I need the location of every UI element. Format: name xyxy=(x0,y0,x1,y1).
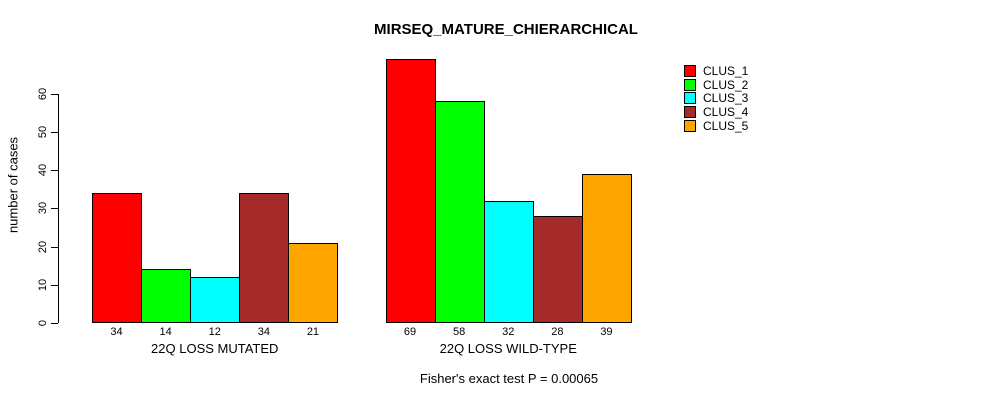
bar-value-label: 34 xyxy=(110,326,123,338)
y-axis-tick xyxy=(51,170,58,171)
group-label: 22Q LOSS MUTATED xyxy=(151,341,279,356)
bar-value-label: 14 xyxy=(159,326,172,338)
y-axis-tick xyxy=(51,208,58,210)
bar-clus_4 xyxy=(239,192,289,323)
legend-swatch-clus_4 xyxy=(684,105,696,118)
bar-clus_5 xyxy=(288,242,338,323)
bar-value-label: 39 xyxy=(600,326,613,338)
bar-clus_3 xyxy=(484,200,534,323)
legend-label: CLUS_2 xyxy=(703,77,749,92)
bar-clus_1 xyxy=(386,59,436,324)
legend-item: CLUS_2 xyxy=(684,78,748,92)
chart-title: MIRSEQ_MATURE_CHIERARCHICAL xyxy=(374,21,638,38)
legend-swatch-clus_3 xyxy=(684,92,696,105)
y-axis-tick xyxy=(51,93,58,95)
legend-swatch-clus_5 xyxy=(684,119,696,132)
bar-clus_2 xyxy=(141,269,191,324)
y-axis-tick xyxy=(51,246,58,248)
bar-value-label: 32 xyxy=(502,326,515,338)
legend-label: CLUS_1 xyxy=(703,63,749,78)
legend-label: CLUS_5 xyxy=(703,118,749,133)
legend-label: CLUS_4 xyxy=(703,104,749,119)
legend-swatch-clus_2 xyxy=(684,78,696,91)
bar-value-label: 34 xyxy=(257,326,270,338)
bar-value-label: 12 xyxy=(208,326,221,338)
y-axis-tick-label: 40 xyxy=(37,163,49,177)
bar-clus_5 xyxy=(582,173,632,323)
y-axis-tick xyxy=(51,284,58,286)
legend-item: CLUS_3 xyxy=(684,91,748,105)
legend-item: CLUS_5 xyxy=(684,119,748,133)
y-axis-tick xyxy=(51,323,58,324)
y-axis-tick-label: 0 xyxy=(37,319,49,327)
y-axis-tick-label: 60 xyxy=(37,87,49,100)
bar-value-label: 58 xyxy=(453,326,466,338)
legend: CLUS_1 CLUS_2 CLUS_3 CLUS_4 CLUS_5 xyxy=(684,64,748,133)
bar-clus_4 xyxy=(533,215,583,323)
y-axis-label: number of cases xyxy=(5,136,21,234)
legend-label: CLUS_3 xyxy=(703,91,749,106)
fisher-test-caption: Fisher's exact test P = 0.00065 xyxy=(419,371,599,386)
y-axis-tick-label: 50 xyxy=(37,125,49,138)
y-axis-tick-label: 20 xyxy=(37,240,49,253)
group-label: 22Q LOSS WILD-TYPE xyxy=(439,341,577,356)
legend-swatch-clus_1 xyxy=(684,64,696,77)
y-axis-tick xyxy=(51,131,58,133)
legend-item: CLUS_4 xyxy=(684,105,748,119)
bar-clus_3 xyxy=(190,277,240,324)
bar-clus_1 xyxy=(92,192,142,323)
bar-value-label: 28 xyxy=(551,326,564,338)
y-axis-line xyxy=(58,93,59,323)
bar-clus_2 xyxy=(435,101,485,324)
y-axis-tick-label: 10 xyxy=(37,278,49,291)
bar-value-label: 21 xyxy=(306,326,320,338)
bar-value-label: 69 xyxy=(403,326,417,338)
legend-item: CLUS_1 xyxy=(684,64,748,78)
y-axis-tick-label: 30 xyxy=(37,202,49,215)
